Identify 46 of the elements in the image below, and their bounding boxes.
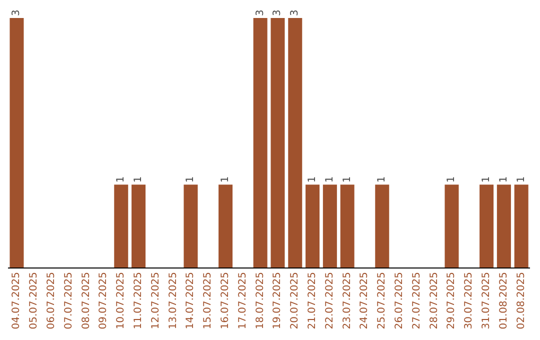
x-tick-label: 27.07.2025 <box>411 272 422 330</box>
x-tick-label: 16.07.2025 <box>220 272 231 330</box>
data-label: 1 <box>116 176 127 183</box>
x-tick-label: 22.07.2025 <box>324 272 336 330</box>
x-tick-label: 07.07.2025 <box>63 272 74 330</box>
x-tick-label: 19.07.2025 <box>272 272 284 330</box>
x-tick-label: 26.07.2025 <box>394 272 405 330</box>
x-tick-label: 12.07.2025 <box>150 272 162 330</box>
data-label: 1 <box>516 176 527 183</box>
data-label: 1 <box>481 176 492 183</box>
data-label: 1 <box>446 176 458 183</box>
data-label: 1 <box>498 176 510 183</box>
data-label: 1 <box>220 176 232 183</box>
x-tick-label: 17.07.2025 <box>237 272 248 330</box>
x-tick-label: 28.07.2025 <box>428 272 440 330</box>
data-label: 1 <box>307 176 318 183</box>
x-tick-label: 02.08.2025 <box>516 272 527 330</box>
x-tick-label: 09.07.2025 <box>98 272 110 330</box>
data-label: 1 <box>185 176 196 183</box>
data-label: 1 <box>342 176 353 183</box>
data-label: 3 <box>272 10 284 16</box>
x-tick-label: 13.07.2025 <box>168 272 179 330</box>
x-tick-label: 01.08.2025 <box>498 272 510 330</box>
x-tick-label: 25.07.2025 <box>376 272 388 330</box>
data-label: 1 <box>376 176 388 183</box>
x-tick-label: 11.07.2025 <box>133 272 144 330</box>
x-tick-label: 15.07.2025 <box>202 272 214 330</box>
x-tick-label: 04.07.2025 <box>11 272 22 330</box>
x-tick-label: 06.07.2025 <box>46 272 57 330</box>
x-tick-label: 18.07.2025 <box>254 272 266 330</box>
x-tick-label: 30.07.2025 <box>464 272 475 330</box>
data-label: 1 <box>133 176 144 183</box>
x-tick-label: 08.07.2025 <box>80 272 92 330</box>
x-tick-label: 21.07.2025 <box>307 272 318 330</box>
x-tick-label: 10.07.2025 <box>116 272 127 330</box>
data-label: 3 <box>290 10 301 16</box>
data-label: 1 <box>324 176 336 183</box>
data-label: 3 <box>254 10 266 16</box>
data-label: 3 <box>11 10 22 16</box>
x-tick-label: 20.07.2025 <box>290 272 301 330</box>
x-tick-label: 05.07.2025 <box>28 272 40 330</box>
x-tick-label: 14.07.2025 <box>185 272 196 330</box>
x-tick-label: 24.07.2025 <box>359 272 370 330</box>
x-tick-label: 31.07.2025 <box>481 272 492 330</box>
x-tick-label: 23.07.2025 <box>342 272 353 330</box>
x-tick-label: 29.07.2025 <box>446 272 458 330</box>
